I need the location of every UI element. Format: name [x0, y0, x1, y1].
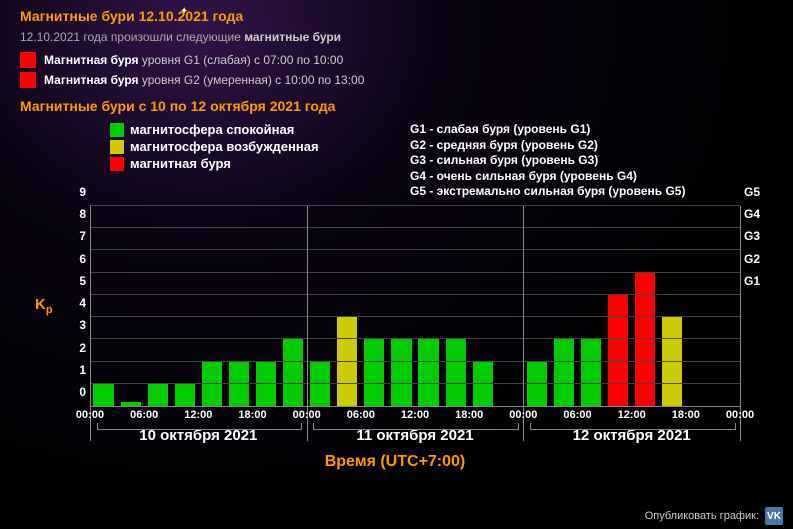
storm-swatch: [20, 52, 36, 68]
kp-bar: [581, 339, 601, 406]
y-tick: 4: [79, 296, 86, 310]
kp-bar: [554, 339, 574, 406]
legend: магнитосфера спокойная магнитосфера возбу…: [20, 122, 770, 200]
page-title: Магнитные бури 12.10.2021 года: [20, 8, 773, 24]
kp-bar: [202, 362, 222, 406]
x-tick: 18:00: [238, 409, 266, 421]
kp-bar: [93, 384, 113, 406]
kp-bar: [446, 339, 466, 406]
kp-bar: [662, 317, 682, 406]
kp-bar: [283, 339, 303, 406]
y-axis: 0123456789: [70, 206, 90, 406]
x-tick: 00:00: [293, 409, 321, 421]
y-axis-right: G1G2G3G4G5: [740, 206, 770, 406]
legend-swatch: [110, 157, 124, 171]
grid-line: [90, 316, 740, 317]
x-tick: 12:00: [618, 409, 646, 421]
header: Магнитные бури 12.10.2021 года 12.10.202…: [0, 0, 793, 114]
g-level-label: G4 - очень сильная буря (уровень G4): [410, 169, 685, 185]
y-tick: 9: [79, 185, 86, 199]
grid-line: [90, 361, 740, 362]
y-tick: 8: [79, 207, 86, 221]
kp-bar: [256, 362, 276, 406]
grid-line: [90, 383, 740, 384]
kp-bar: [608, 295, 628, 406]
g-tick: G4: [744, 207, 760, 221]
chart-title: Магнитные бури с 10 по 12 октября 2021 г…: [20, 98, 773, 114]
grid-line: [90, 249, 740, 250]
footer: Опубликовать график: VK: [645, 507, 783, 525]
day-separator: [740, 206, 741, 441]
g-tick: G3: [744, 229, 760, 243]
storm-entry: Магнитная буря уровня G1 (слабая) с 07:0…: [20, 52, 773, 68]
y-tick: 2: [79, 341, 86, 355]
day-separator: [307, 206, 308, 441]
kp-bar: [418, 339, 438, 406]
kp-bar: [337, 317, 357, 406]
legend-item: магнитосфера спокойная: [110, 122, 410, 137]
g-level-label: G1 - слабая буря (уровень G1): [410, 122, 685, 138]
g-level-label: G2 - средняя буря (уровень G2): [410, 138, 685, 154]
kp-bar: [473, 362, 493, 406]
grid-line: [90, 338, 740, 339]
x-tick: 12:00: [184, 409, 212, 421]
g-level-label: G3 - сильная буря (уровень G3): [410, 153, 685, 169]
grid-line: [90, 227, 740, 228]
day-bracket: [530, 423, 736, 430]
day-bracket: [313, 423, 519, 430]
storm-swatch: [20, 72, 36, 88]
kp-bar: [175, 384, 195, 406]
x-tick: 00:00: [509, 409, 537, 421]
day-bracket: [97, 423, 303, 430]
vk-icon[interactable]: VK: [765, 507, 783, 525]
kp-bar: [229, 362, 249, 406]
grid-line: [90, 205, 740, 206]
x-tick: 06:00: [563, 409, 591, 421]
legend-swatch: [110, 123, 124, 137]
g-tick: G1: [744, 274, 760, 288]
kp-bar: [148, 384, 168, 406]
time-axis-label: Время (UTC+7:00): [20, 453, 770, 471]
kp-bar: [391, 339, 411, 406]
plot-area: Kp 0123456789 G1G2G3G4G5: [90, 206, 740, 407]
kp-bar: [364, 339, 384, 406]
kp-bar: [121, 402, 141, 406]
x-tick: 18:00: [455, 409, 483, 421]
kp-bar: [527, 362, 547, 406]
x-tick: 06:00: [347, 409, 375, 421]
kp-bar: [310, 362, 330, 406]
g-tick: G2: [744, 252, 760, 266]
day-labels: 10 октября 202111 октября 202112 октября…: [90, 425, 740, 449]
x-tick: 00:00: [726, 409, 754, 421]
chart: магнитосфера спокойная магнитосфера возбу…: [20, 122, 770, 471]
y-tick: 5: [79, 274, 86, 288]
y-tick: 7: [79, 229, 86, 243]
y-tick: 6: [79, 252, 86, 266]
grid-line: [90, 294, 740, 295]
y-tick: 3: [79, 318, 86, 332]
x-tick: 00:00: [76, 409, 104, 421]
subtitle: 12.10.2021 года произошли следующие магн…: [20, 30, 773, 44]
g-tick: G5: [744, 185, 760, 199]
day-separator: [90, 206, 91, 441]
storm-entry: Магнитная буря уровня G2 (умеренная) с 1…: [20, 72, 773, 88]
y-tick: 0: [79, 385, 86, 399]
day-separator: [523, 206, 524, 441]
x-tick: 18:00: [672, 409, 700, 421]
x-tick: 12:00: [401, 409, 429, 421]
g-level-label: G5 - экстремально сильная буря (уровень …: [410, 184, 685, 200]
legend-swatch: [110, 140, 124, 154]
publish-label: Опубликовать график:: [645, 510, 759, 522]
legend-item: магнитная буря: [110, 156, 410, 171]
legend-item: магнитосфера возбужденная: [110, 139, 410, 154]
y-tick: 1: [79, 363, 86, 377]
x-tick: 06:00: [130, 409, 158, 421]
y-axis-label: Kp: [35, 296, 53, 316]
grid-line: [90, 272, 740, 273]
